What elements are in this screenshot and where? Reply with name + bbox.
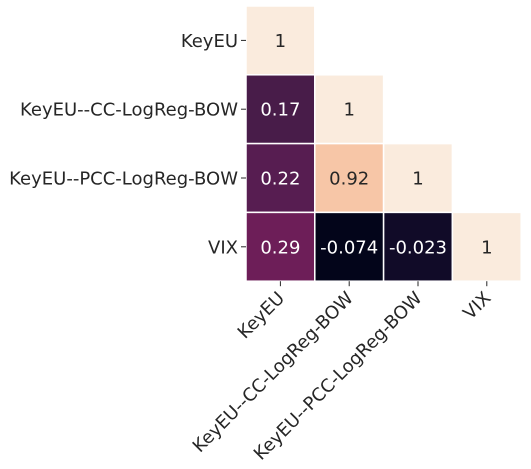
cell-value-label: 0.22 xyxy=(260,169,300,190)
heatmap-cells xyxy=(245,5,522,282)
y-tick-label-vix: VIX xyxy=(208,237,238,258)
cell-value-label: 0.29 xyxy=(260,237,300,258)
cell-value-label: 0.92 xyxy=(329,169,369,190)
y-tick-label-keyeu-cc-logreg-bow: KeyEU--CC-LogReg-BOW xyxy=(20,100,238,121)
heatmap-cell-r0-c0 xyxy=(245,5,316,76)
cell-value-label: 1 xyxy=(481,237,492,258)
y-tick-label-keyeu: KeyEU xyxy=(181,31,238,52)
cell-value-label: 0.17 xyxy=(260,100,300,121)
cell-value-label: -0.074 xyxy=(320,237,378,258)
heatmap-cell-labels: 1 0.17 1 0.22 0.92 1 0.29 -0.074 -0.023 1 xyxy=(260,31,492,258)
y-axis: KeyEU KeyEU--CC-LogReg-BOW KeyEU--PCC-LogR… xyxy=(9,31,246,258)
y-tick-label-keyeu-pcc-logreg-bow: KeyEU--PCC-LogReg-BOW xyxy=(9,169,238,190)
heatmap-cell-r3-c3 xyxy=(451,211,522,282)
cell-value-label: -0.023 xyxy=(389,237,447,258)
heatmap-cell-r1-c0 xyxy=(245,74,316,145)
x-tick-label-keyeu: KeyEU xyxy=(234,288,289,343)
x-tick-label-vix: VIX xyxy=(459,288,495,324)
x-axis: KeyEUKeyEU--CC-LogReg-BOWKeyEU--PCC-LogR… xyxy=(189,281,495,465)
cell-value-label: 1 xyxy=(343,100,354,121)
cell-value-label: 1 xyxy=(275,31,286,52)
cell-value-label: 1 xyxy=(412,169,423,190)
heatmap-cell-r3-c1 xyxy=(314,211,385,282)
heatmap-cell-r2-c2 xyxy=(382,142,454,214)
